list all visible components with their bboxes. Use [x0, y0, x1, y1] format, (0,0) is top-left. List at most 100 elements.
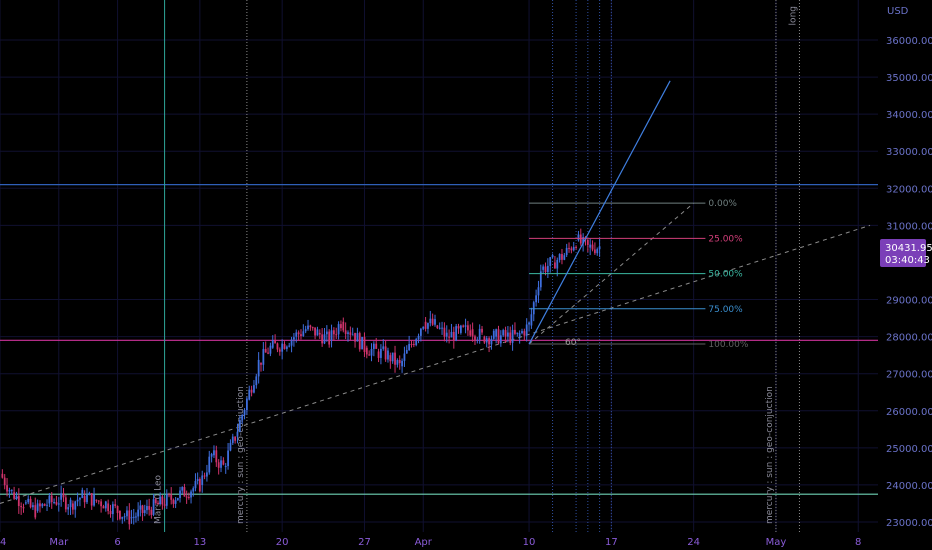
candle-body — [380, 348, 382, 358]
candle-body — [83, 496, 86, 503]
trend-line[interactable] — [528, 80, 671, 345]
candle-body — [208, 456, 211, 473]
candle-body — [318, 332, 321, 335]
candle-body — [389, 355, 392, 362]
candle-body — [229, 442, 232, 451]
candle-body — [20, 506, 23, 508]
candle-body — [190, 491, 192, 498]
candle-body — [471, 329, 474, 337]
candle-body — [170, 494, 173, 500]
vertical-lines[interactable]: Mars 0 Leo mercury : sun : geo-conjuction… — [154, 0, 800, 532]
candle-body — [172, 499, 175, 504]
candle-body — [561, 254, 563, 260]
candle-body — [457, 326, 460, 329]
candle-body — [255, 376, 258, 386]
candle-body — [123, 516, 126, 518]
time-tick-label: 6 — [114, 537, 120, 548]
candle-body — [48, 495, 51, 504]
time-tick-label: 24 — [0, 537, 6, 548]
candle-body — [502, 330, 505, 336]
candle-body — [443, 327, 446, 337]
candle-body — [398, 359, 401, 364]
candle-body — [8, 490, 11, 492]
candle-body — [518, 333, 521, 337]
candle-body — [253, 385, 255, 393]
fib-level-label: 0.00% — [708, 199, 737, 209]
candle-body — [74, 501, 77, 510]
candle-body — [401, 360, 403, 367]
countdown: 03:40:43 — [885, 255, 930, 266]
candle-body — [591, 244, 594, 250]
candle-body — [521, 331, 523, 334]
fib-retracement[interactable]: 0.00% 25.00% 50.00% 75.00% 100.00% 60° — [529, 199, 749, 350]
candle-body — [41, 504, 44, 507]
price-tick-label: 25000.00 — [886, 444, 932, 455]
candle-body — [107, 503, 110, 512]
time-tick-label: 27 — [358, 537, 371, 548]
candle-body — [203, 475, 206, 477]
dashed-trend-lines[interactable] — [0, 202, 871, 504]
candle-body — [499, 335, 502, 344]
time-tick-label: Apr — [415, 537, 433, 548]
candle-body — [539, 271, 542, 288]
candle-body — [542, 266, 545, 270]
candle-body — [558, 254, 561, 260]
time-axis[interactable]: 24 Mar 6 13 20 27 Apr 10 17 24 May 8 — [0, 537, 861, 548]
candle-body — [528, 322, 530, 325]
candle-body — [483, 336, 486, 343]
candle-body — [165, 494, 168, 506]
candle-body — [504, 330, 507, 337]
candle-body — [69, 499, 72, 508]
candle-body — [323, 334, 326, 344]
candle-body — [1, 473, 4, 478]
candle-body — [586, 239, 589, 245]
candle-body — [314, 327, 316, 336]
candle-body — [436, 325, 439, 328]
candle-body — [490, 338, 493, 345]
candle-body — [36, 503, 39, 511]
candle-body — [342, 321, 345, 331]
candle-body — [93, 494, 95, 506]
candle-body — [27, 498, 30, 503]
candle-body — [274, 340, 277, 344]
candle-body — [551, 255, 554, 258]
candle-body — [238, 420, 241, 432]
candle-body — [24, 502, 27, 504]
candle-body — [554, 262, 556, 269]
candle-body — [330, 330, 333, 341]
candle-body — [307, 325, 309, 330]
candle-body — [213, 450, 215, 456]
candle-body — [509, 332, 512, 343]
horizontal-lines[interactable] — [0, 184, 878, 495]
candle-body — [544, 266, 547, 273]
candle-body — [109, 511, 112, 515]
candle-body — [241, 415, 244, 421]
price-axis[interactable]: USD 36000.00 35000.00 34000.00 33000.00 3200… — [886, 6, 932, 529]
candle-body — [403, 353, 406, 361]
candle-body — [283, 344, 286, 349]
dashed-trend-line[interactable] — [0, 224, 871, 504]
candle-body — [565, 247, 568, 256]
candle-body — [530, 314, 533, 326]
candle-body — [81, 489, 84, 499]
candle-body — [328, 331, 331, 345]
candle-body — [3, 477, 6, 486]
trend-line-segment[interactable] — [528, 80, 671, 345]
candle-body — [97, 500, 100, 502]
time-tick-label: 8 — [855, 537, 861, 548]
candle-body — [462, 325, 465, 327]
candle-body — [368, 354, 371, 356]
candle-body — [111, 504, 114, 515]
candle-body — [215, 450, 218, 463]
candle-body — [358, 333, 361, 350]
candle-body — [243, 410, 246, 416]
candle-body — [176, 497, 179, 501]
candle-body — [405, 350, 408, 354]
candle-body — [267, 352, 269, 354]
candle-body — [365, 347, 368, 355]
candle-body — [126, 510, 128, 517]
candle-body — [582, 237, 585, 244]
candle-body — [15, 495, 18, 499]
